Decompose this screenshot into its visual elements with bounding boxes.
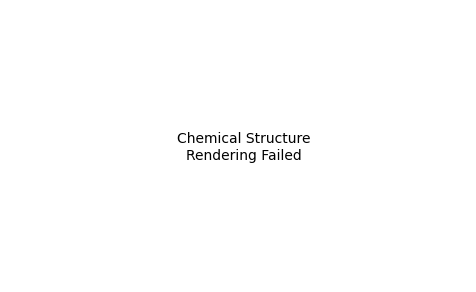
Text: Chemical Structure
Rendering Failed: Chemical Structure Rendering Failed — [177, 132, 311, 163]
